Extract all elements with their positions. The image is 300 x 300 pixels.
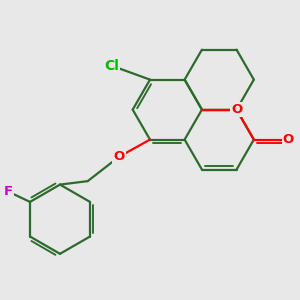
Text: F: F [4,185,13,198]
Text: Cl: Cl [104,59,119,73]
Text: O: O [113,150,124,164]
Text: O: O [283,133,294,146]
Text: O: O [231,103,242,116]
